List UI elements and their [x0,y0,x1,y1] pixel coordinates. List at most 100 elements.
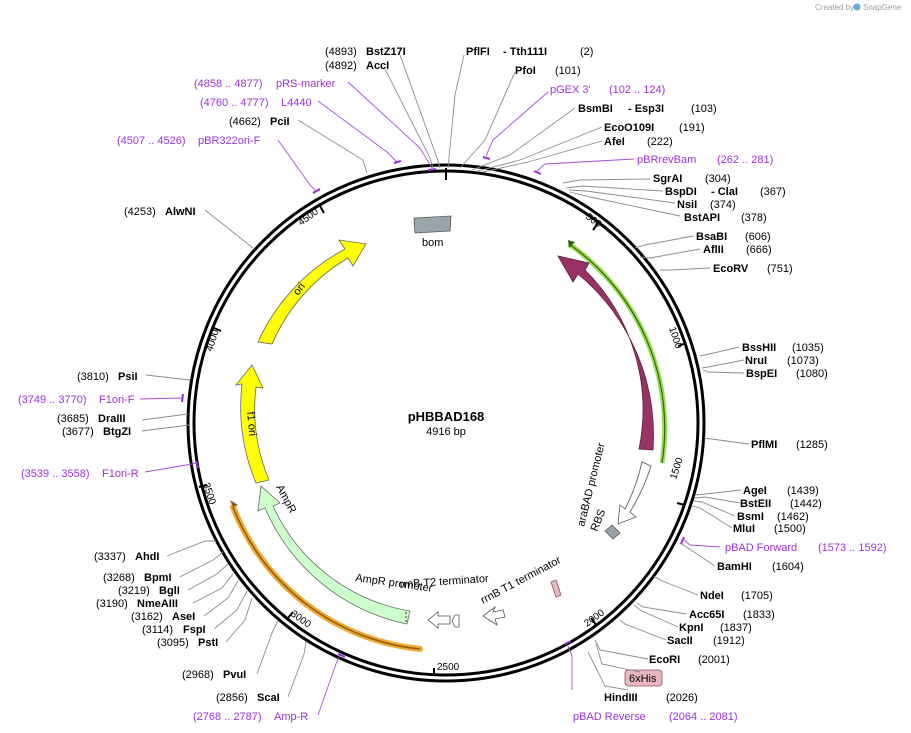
svg-text:(4253): (4253) [124,206,156,218]
svg-text:(1073): (1073) [787,355,819,367]
primer-pbrrevbam[interactable]: pBRrevBam (262 .. 281) [637,154,773,166]
svg-text:(4858 .. 4877): (4858 .. 4877) [194,78,263,90]
primer-pgex-3[interactable]: pGEX 3' (102 .. 124) [550,84,665,96]
site-acci[interactable]: (4892) AccI [325,60,389,72]
svg-text:(1285): (1285) [796,439,828,451]
site-bpmi[interactable]: (3268) BpmI [103,572,172,584]
plasmid-name: pHBBAD168 [408,409,485,424]
svg-text:(1462): (1462) [777,511,809,523]
svg-text:(378): (378) [741,212,767,224]
site-bsmbi-esp3i[interactable]: BsmBI - Esp3I (103) [578,103,717,115]
svg-text:PflFI: PflFI [466,46,490,58]
svg-text:ScaI: ScaI [257,692,280,704]
svg-text:AseI: AseI [172,611,195,623]
site-nrui[interactable]: NruI (1073) [745,355,819,367]
site-bsshii[interactable]: BssHII (1035) [742,342,824,354]
svg-text:(4893): (4893) [325,46,357,58]
site-bstz17i[interactable]: (4893) BstZ17I [325,46,406,58]
rbs-feature[interactable] [604,524,621,540]
svg-text:(3685): (3685) [57,413,89,425]
site-aflii[interactable]: AflII (666) [703,244,772,256]
site-afei[interactable]: AfeI (222) [604,136,673,148]
site-ecorv[interactable]: EcoRV (751) [713,263,793,275]
primer-f1ori-f[interactable]: (3749 .. 3770) F1ori-F [18,394,135,406]
site-ecoo109i[interactable]: EcoO109I (191) [604,122,705,134]
site-scai[interactable]: (2856) ScaI [216,692,280,704]
arac-label: araC [613,332,632,358]
svg-text:BstZ17I: BstZ17I [366,46,406,58]
svg-text:(2001): (2001) [698,654,730,666]
site-bsabi[interactable]: BsaBI (606) [696,231,771,243]
site-sgrai[interactable]: SgrAI (304) [653,173,731,185]
arabad-promoter-arrow[interactable] [617,461,652,525]
primer-amp-r[interactable]: (2768 .. 2787) Amp-R [193,711,308,723]
svg-text:(2064 .. 2081): (2064 .. 2081) [669,711,738,723]
ampr-promoter-label: AmpR promoter [355,572,434,595]
site-pvui[interactable]: (2968) PvuI [182,669,246,681]
site-bsmi[interactable]: BsmI (1462) [737,511,809,523]
site-draiii[interactable]: (3685) DraIII [57,413,126,425]
site-mlui[interactable]: MluI (1500) [733,523,806,535]
svg-text:(1500): (1500) [774,523,806,535]
site-bspdi-clai[interactable]: BspDI - ClaI (367) [665,186,786,198]
svg-text:(367): (367) [760,186,786,198]
svg-text:(3677): (3677) [62,426,94,438]
svg-text:AgeI: AgeI [743,485,767,497]
site-ecori[interactable]: EcoRI (2001) [649,654,730,666]
site-nmeaiii[interactable]: (3190) NmeAIII [96,598,178,610]
site-alwni[interactable]: (4253) AlwNI [124,206,196,218]
primer-pbad-reverse[interactable]: pBAD Reverse (2064 .. 2081) [573,711,738,723]
svg-text:PfoI: PfoI [515,65,536,77]
site-agei[interactable]: AgeI (1439) [743,485,819,497]
svg-text:- ClaI: - ClaI [711,186,738,198]
bom-label: bom [422,237,443,249]
site-asei[interactable]: (3162) AseI [131,611,195,623]
primer-f1ori-r[interactable]: (3539 .. 3558) F1ori-R [21,468,139,480]
primer-leader-lines [139,81,721,716]
svg-text:1500: 1500 [668,456,685,481]
f1ori-arrow[interactable] [235,364,270,484]
site-bsteii[interactable]: BstEII (1442) [740,498,822,510]
primer-prs-marker[interactable]: (4858 .. 4877) pRS-marker [194,78,336,90]
site-ndei[interactable]: NdeI (1705) [700,590,773,602]
site-pcii[interactable]: (4662) PciI [229,116,290,128]
site-psii[interactable]: (3810) PsiI [77,371,138,383]
primer-l4440[interactable]: (4760 .. 4777) L4440 [200,97,312,109]
site-pfoi[interactable]: PfoI (101) [515,65,581,77]
rrnb-t2-arrow[interactable] [427,611,451,629]
site-bstapi[interactable]: BstAPI (378) [684,212,767,224]
svg-text:(222): (222) [647,136,673,148]
svg-text:Acc65I: Acc65I [689,609,724,621]
svg-text:(4760 .. 4777): (4760 .. 4777) [200,97,269,109]
svg-text:(3190): (3190) [96,598,128,610]
site-bspei[interactable]: BspEI (1080) [746,368,828,380]
ampr-label: AmpR [273,483,298,516]
site-bamhi[interactable]: BamHI (1604) [717,561,804,573]
site-pflmi[interactable]: PflMI (1285) [751,439,828,451]
site-btgzi[interactable]: (3677) BtgZI [62,426,131,438]
ampr-arrow[interactable] [257,485,411,625]
ori-arrow[interactable] [257,239,367,345]
site-pflfi-tth111i[interactable]: PflFI - Tth111I (2) [466,46,593,58]
primer-pbad-forward[interactable]: pBAD Forward (1573 .. 1592) [725,542,887,554]
site-sacii[interactable]: SacII (1912) [667,635,745,647]
svg-text:FspI: FspI [183,624,206,636]
svg-text:pBR322ori-F: pBR322ori-F [198,135,261,147]
site-bgli[interactable]: (3219) BglI [118,585,180,597]
his-tag-box[interactable] [624,669,663,687]
rrnb-t1-arrow[interactable] [482,605,506,626]
svg-text:(262 .. 281): (262 .. 281) [717,154,773,166]
svg-text:(1912): (1912) [713,635,745,647]
leader-lines [141,54,750,698]
bom-feature[interactable] [413,215,452,234]
arac-arrow[interactable] [557,255,654,451]
his-tag-feature[interactable] [550,579,562,598]
site-psti[interactable]: (3095) PstI [157,637,218,649]
site-ahdi[interactable]: (3337) AhdI [94,551,159,563]
site-acc65i[interactable]: Acc65I (1833) [689,609,775,621]
site-hindiii[interactable]: HindIII (2026) [604,692,698,704]
site-nsii[interactable]: NsiI (374) [677,199,736,211]
primer-pbr322ori-f[interactable]: (4507 .. 4526) pBR322ori-F [117,135,261,147]
site-fspi[interactable]: (3114) FspI [142,624,206,636]
site-kpni[interactable]: KpnI (1837) [679,622,752,634]
